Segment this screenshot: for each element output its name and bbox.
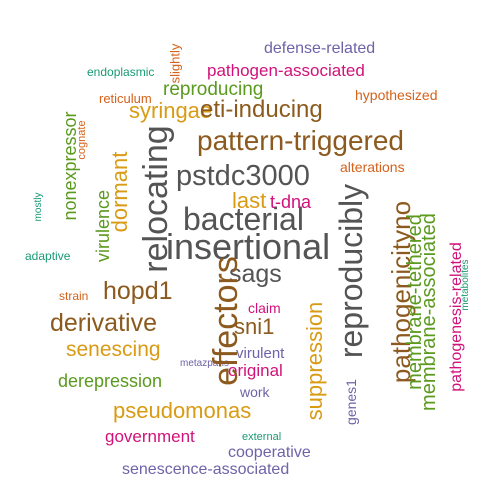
word-reticulum: reticulum [99, 91, 152, 106]
word-suppression: suppression [302, 301, 327, 421]
word-cognate: cognate [76, 120, 88, 160]
word-metazpans: metazpans [180, 358, 229, 369]
word-genes1: genes1 [343, 379, 359, 425]
word-cooperative: cooperative [228, 444, 311, 461]
word-reproducibly: reproducibly [333, 183, 369, 359]
word-external: external [242, 431, 282, 443]
word-defense-related: defense-related [264, 40, 376, 57]
word-virulence: virulence [93, 189, 113, 263]
word-hopd1: hopd1 [103, 277, 173, 305]
word-sni1: sni1 [234, 314, 275, 339]
word-hypothesized: hypothesized [355, 87, 438, 103]
word-senescence-associated: senescence-associated [122, 461, 290, 478]
word-senescing: senescing [66, 338, 161, 361]
word-t-dna: t-dna [270, 192, 312, 212]
word-bacterial: bacterial [183, 201, 304, 237]
word-sags: sags [229, 260, 282, 288]
word-strain: strain [59, 289, 89, 303]
word-derivative: derivative [50, 309, 157, 337]
word-virulent: virulent [236, 345, 285, 362]
word-claim: claim [248, 300, 281, 316]
word-membrane-associated: membrane-associated [418, 213, 440, 411]
word-reproducing: reproducing [163, 79, 264, 100]
word-endoplasmic: endoplasmic [87, 65, 155, 79]
word-pathogen-associated: pathogen-associated [207, 61, 365, 80]
word-insertional: insertional [166, 226, 331, 267]
word-mostly: mostly [33, 192, 44, 222]
word-alterations: alterations [340, 159, 405, 175]
word-work: work [240, 384, 270, 400]
word-slightly: slightly [167, 43, 183, 84]
word-syringae: syringae [129, 98, 213, 123]
word-relocating: relocating [137, 125, 175, 273]
word-adaptive: adaptive [25, 249, 71, 263]
word-metabolites: metabolites [460, 259, 471, 311]
word-derepression: derepression [58, 371, 163, 391]
word-pattern-triggered: pattern-triggered [197, 125, 405, 156]
word-original: original [228, 361, 283, 380]
word-effectors: effectors [207, 256, 245, 386]
word-pseudomonas: pseudomonas [113, 398, 252, 423]
word-eti-inducing: eti-inducing [200, 96, 323, 123]
word-last: last [232, 188, 267, 213]
word-government: government [105, 427, 195, 446]
word-pstdc3000: pstdc3000 [176, 160, 310, 192]
